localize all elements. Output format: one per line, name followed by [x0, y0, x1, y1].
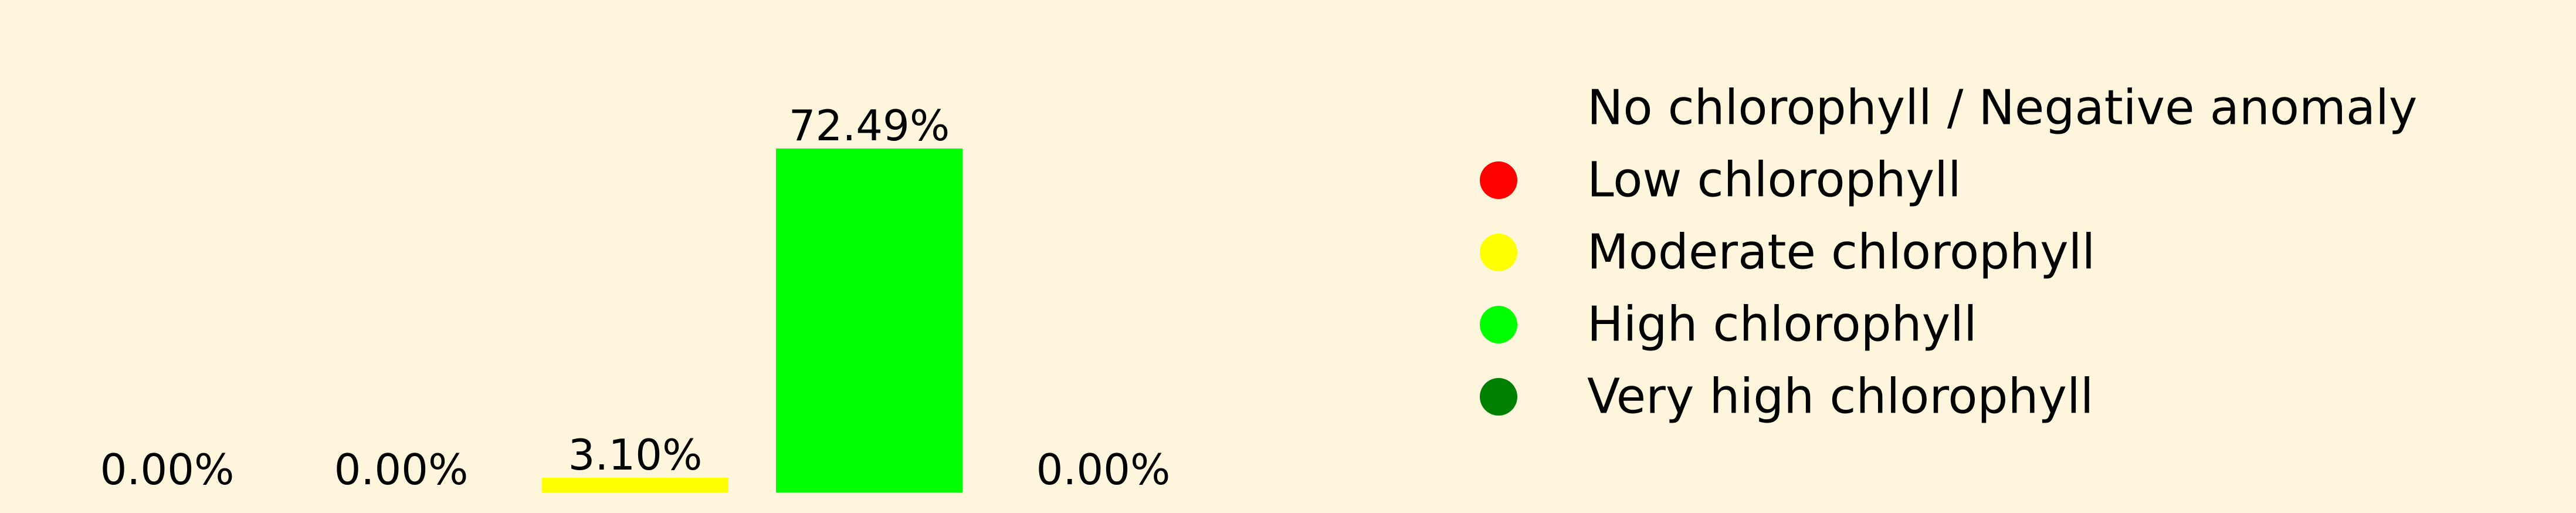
- legend: No chlorophyll / Negative anomaly Low chl…: [1480, 80, 2417, 425]
- legend-label-2: Low chlorophyll: [1587, 153, 1961, 208]
- bars-layer: [542, 148, 962, 492]
- bar-value-label-4: 72.49%: [789, 101, 950, 150]
- legend-label-4: High chlorophyll: [1587, 297, 1977, 353]
- bar-3: [542, 477, 728, 492]
- bar-value-label-2: 0.00%: [334, 445, 469, 494]
- legend-label-3: Moderate chlorophyll: [1587, 225, 2095, 281]
- legend-marker-4: [1480, 306, 1517, 343]
- legend-marker-3: [1480, 234, 1517, 271]
- legend-marker-5: [1480, 378, 1517, 416]
- value-labels-layer: 0.00% 0.00% 3.10% 72.49% 0.00%: [100, 101, 1171, 494]
- bar-value-label-3: 3.10%: [568, 430, 703, 480]
- legend-label-1: No chlorophyll / Negative anomaly: [1587, 80, 2417, 136]
- bar-4: [776, 148, 962, 492]
- bar-value-label-5: 0.00%: [1036, 445, 1171, 494]
- legend-label-5: Very high chlorophyll: [1587, 369, 2094, 425]
- bar-value-label-1: 0.00%: [100, 445, 235, 494]
- legend-marker-2: [1480, 161, 1517, 199]
